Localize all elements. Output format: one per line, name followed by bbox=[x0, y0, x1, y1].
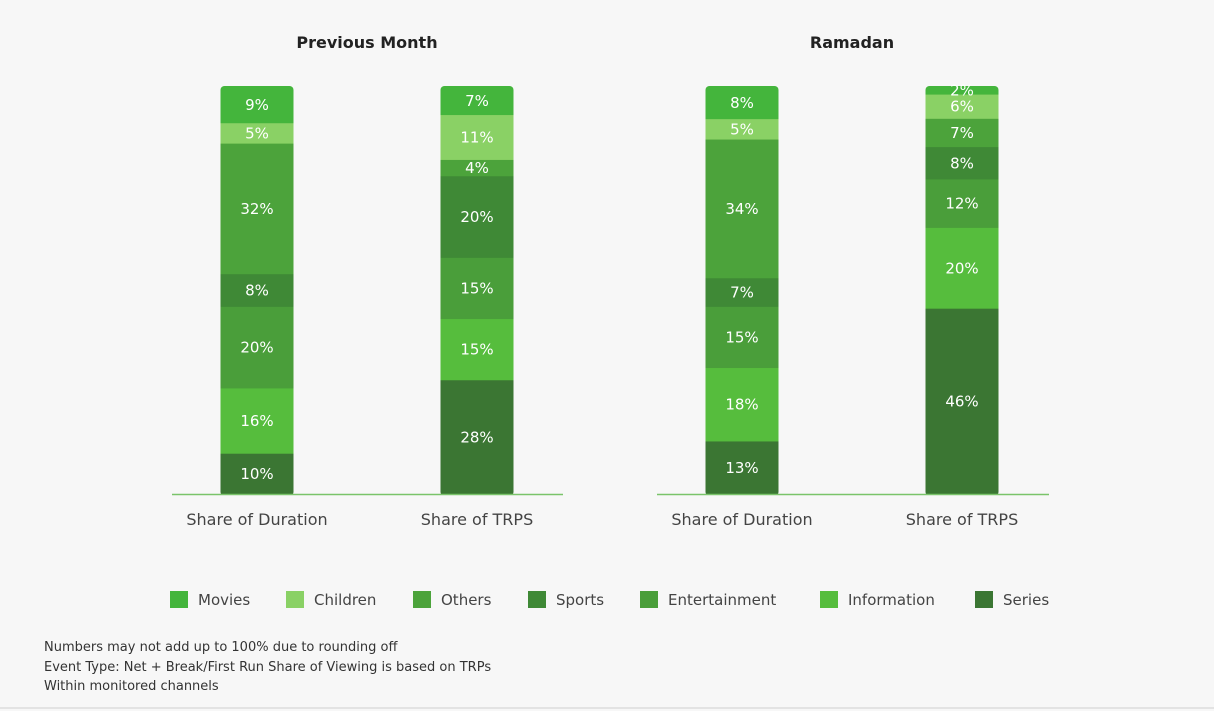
segment-movies bbox=[220, 86, 294, 124]
data-label-others: 32% bbox=[240, 200, 273, 218]
segment-series bbox=[440, 379, 514, 494]
segment-series bbox=[220, 453, 294, 494]
segment-sports bbox=[705, 277, 779, 307]
legend-item-others: Others bbox=[413, 591, 492, 609]
legend-label: Entertainment bbox=[668, 591, 776, 609]
data-label-series: 28% bbox=[460, 428, 493, 446]
data-label-movies: 8% bbox=[730, 94, 754, 112]
segment-information bbox=[925, 227, 999, 309]
data-label-children: 11% bbox=[460, 129, 493, 147]
segment-series bbox=[925, 308, 999, 494]
segment-children bbox=[705, 118, 779, 140]
data-label-sports: 8% bbox=[245, 282, 269, 300]
segment-children bbox=[925, 94, 999, 119]
legend-swatch bbox=[528, 591, 546, 608]
bar-share-of-trps: 28% 15% 15% 20% 4% 11% 7% bbox=[440, 86, 514, 494]
legend-label: Children bbox=[314, 591, 376, 609]
legend-swatch bbox=[820, 591, 838, 608]
chart-previous-month: Previous Month 10% 16% 20% 8% 32% 5% 9% Share of… bbox=[172, 33, 563, 529]
segment-information bbox=[705, 367, 779, 442]
legend: Movies Children Others Sports Entertainment I… bbox=[170, 591, 1049, 609]
footnotes: Numbers may not add up to 100% due to ro… bbox=[44, 638, 491, 697]
data-label-information: 15% bbox=[460, 341, 493, 359]
data-label-sports: 8% bbox=[950, 154, 974, 172]
category-label: Share of Duration bbox=[671, 510, 812, 529]
data-label-information: 20% bbox=[945, 259, 978, 277]
segment-sports bbox=[925, 146, 999, 180]
segment-children bbox=[440, 114, 514, 160]
legend-swatch bbox=[640, 591, 658, 608]
data-label-entertainment: 20% bbox=[240, 339, 273, 357]
bottom-divider bbox=[0, 707, 1214, 709]
data-label-entertainment: 15% bbox=[460, 279, 493, 297]
segment-others bbox=[220, 143, 294, 275]
legend-swatch bbox=[413, 591, 431, 608]
segment-others bbox=[925, 118, 999, 148]
segment-sports bbox=[220, 273, 294, 307]
legend-label: Movies bbox=[198, 591, 250, 609]
chart-title: Ramadan bbox=[810, 33, 894, 52]
legend-item-series: Series bbox=[975, 591, 1049, 609]
segment-movies bbox=[440, 86, 514, 116]
legend-item-entertainment: Entertainment bbox=[640, 591, 776, 609]
data-label-sports: 20% bbox=[460, 208, 493, 226]
data-label-entertainment: 15% bbox=[725, 328, 758, 346]
legend-item-information: Information bbox=[820, 591, 935, 609]
data-label-children: 6% bbox=[950, 98, 974, 116]
footnote-event-type: Event Type: Net + Break/First Run Share … bbox=[44, 659, 492, 675]
segment-others bbox=[440, 159, 514, 177]
legend-swatch bbox=[286, 591, 304, 608]
legend-swatch bbox=[170, 591, 188, 608]
footnote-rounding: Numbers may not add up to 100% due to ro… bbox=[44, 640, 398, 655]
segment-entertainment bbox=[925, 178, 999, 228]
segment-others bbox=[705, 139, 779, 279]
category-label: Share of Duration bbox=[186, 510, 327, 529]
data-label-information: 16% bbox=[240, 412, 273, 430]
data-label-information: 18% bbox=[725, 396, 758, 414]
segment-entertainment bbox=[440, 257, 514, 320]
data-label-movies: 9% bbox=[245, 96, 269, 114]
segment-information bbox=[220, 387, 294, 454]
data-label-series: 13% bbox=[725, 459, 758, 477]
segment-sports bbox=[440, 175, 514, 258]
segment-information bbox=[440, 318, 514, 381]
data-label-series: 10% bbox=[240, 465, 273, 483]
footnote-channels: Within monitored channels bbox=[44, 679, 219, 694]
segment-entertainment bbox=[220, 306, 294, 389]
category-label: Share of TRPS bbox=[421, 510, 533, 529]
legend-label: Others bbox=[441, 591, 492, 609]
legend-swatch bbox=[975, 591, 993, 608]
data-label-series: 46% bbox=[945, 393, 978, 411]
data-label-entertainment: 12% bbox=[945, 195, 978, 213]
legend-item-sports: Sports bbox=[528, 591, 604, 609]
data-label-children: 5% bbox=[730, 120, 754, 138]
legend-label: Sports bbox=[556, 591, 604, 609]
bar-share-of-duration: 13% 18% 15% 7% 34% 5% 8% bbox=[705, 86, 779, 494]
chart-ramadan: Ramadan 13% 18% 15% 7% 34% 5% 8% Share of Durati… bbox=[657, 33, 1049, 529]
chart-title: Previous Month bbox=[296, 33, 437, 52]
segment-series bbox=[705, 440, 779, 494]
segment-entertainment bbox=[705, 306, 779, 369]
bar-share-of-duration: 10% 16% 20% 8% 32% 5% 9% bbox=[220, 86, 294, 494]
data-label-sports: 7% bbox=[730, 284, 754, 302]
data-label-others: 7% bbox=[950, 124, 974, 142]
data-label-others: 4% bbox=[465, 159, 489, 177]
legend-item-movies: Movies bbox=[170, 591, 250, 609]
segment-children bbox=[220, 122, 294, 144]
data-label-others: 34% bbox=[725, 200, 758, 218]
segment-movies bbox=[705, 86, 779, 120]
legend-label: Series bbox=[1003, 591, 1049, 609]
data-label-children: 5% bbox=[245, 124, 269, 142]
category-label: Share of TRPS bbox=[906, 510, 1018, 529]
bar-share-of-trps: 46% 20% 12% 8% 7% 6%2% bbox=[925, 82, 999, 494]
legend-item-children: Children bbox=[286, 591, 376, 609]
data-label-movies: 2% bbox=[950, 82, 974, 100]
segment-movies bbox=[925, 86, 999, 95]
legend-label: Information bbox=[848, 591, 935, 609]
data-label-movies: 7% bbox=[465, 92, 489, 110]
